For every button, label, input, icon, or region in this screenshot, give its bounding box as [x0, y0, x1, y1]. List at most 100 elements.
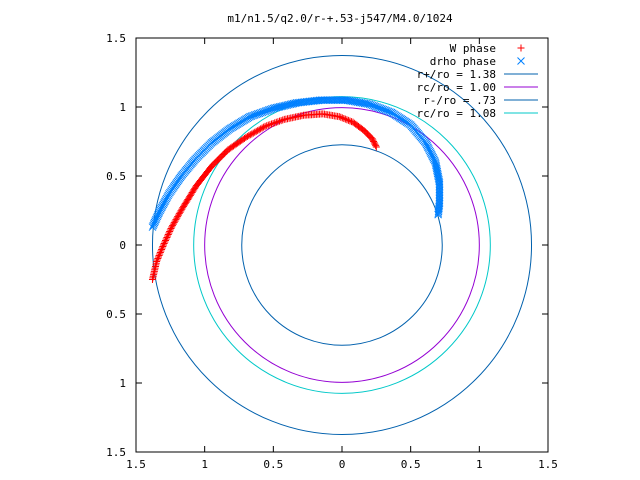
data-point-plus [268, 120, 276, 128]
data-point-plus [344, 116, 352, 124]
data-point-plus [337, 113, 345, 121]
data-point-plus [158, 244, 166, 252]
data-point-plus [343, 116, 351, 124]
x-tick-label: 0 [339, 458, 346, 471]
data-point-plus [162, 235, 170, 243]
data-point-cross [434, 207, 443, 216]
data-point-cross [432, 161, 440, 170]
data-point-plus [255, 126, 263, 134]
data-point-plus [171, 217, 179, 225]
data-point-plus [174, 213, 182, 221]
data-point-plus [246, 131, 254, 139]
data-point-plus [242, 133, 250, 141]
data-point-plus [157, 247, 165, 255]
x-tick-label: 1.5 [538, 458, 558, 471]
data-point-cross [288, 100, 296, 108]
data-point-plus [261, 122, 269, 130]
data-point-plus [169, 222, 177, 230]
data-point-plus [248, 130, 256, 138]
y-tick-label: 1.5 [106, 32, 126, 45]
data-point-plus [264, 121, 272, 129]
x-tick-label: 0.5 [401, 458, 421, 471]
data-point-cross [517, 57, 525, 65]
data-point-cross [434, 209, 443, 217]
y-tick-label: 1.5 [106, 446, 126, 459]
data-point-plus [274, 118, 282, 126]
y-tick-label: 1 [119, 377, 126, 390]
x-tick-label: 1 [476, 458, 483, 471]
data-point-plus [170, 219, 178, 227]
data-point-plus [154, 255, 162, 263]
data-point-cross [286, 100, 295, 109]
data-point-cross [362, 99, 370, 108]
data-point-plus [277, 117, 285, 125]
data-point-plus [153, 256, 161, 264]
data-point-plus [258, 124, 266, 132]
data-point-plus [165, 229, 173, 237]
data-point-plus [156, 249, 164, 257]
marker-series [148, 96, 444, 231]
axis-ticks: 1.5 1 0.5 0 0.5 1 1.51.510.500.511.5 [106, 32, 558, 471]
data-point-plus [177, 207, 185, 215]
data-point-cross [432, 164, 441, 173]
data-point-cross [433, 169, 442, 178]
data-point-plus [167, 225, 175, 233]
data-point-cross [285, 100, 293, 109]
legend-label: rc/ro = 1.08 [417, 107, 496, 120]
data-point-plus [245, 132, 253, 140]
data-point-cross [434, 210, 442, 219]
data-point-plus [164, 231, 172, 239]
data-point-plus [162, 237, 170, 245]
data-point-cross [277, 102, 285, 111]
y-tick-label: 0 [119, 239, 126, 252]
data-point-plus [163, 234, 171, 242]
data-point-plus [164, 232, 172, 240]
data-point-cross [431, 158, 440, 167]
chart-title: m1/n1.5/q2.0/r-+.53-j547/M4.0/1024 [227, 12, 453, 25]
y-tick-label: 0.5 [106, 308, 126, 321]
y-tick-label: 1 [119, 101, 126, 114]
data-point-plus [174, 211, 182, 219]
data-point-plus [159, 241, 167, 249]
y-tick-label: 0.5 [106, 170, 126, 183]
reference-circle [204, 107, 480, 383]
legend-label: W phase [450, 42, 496, 55]
data-point-plus [155, 252, 163, 260]
data-point-plus [156, 250, 164, 258]
x-tick-label: 1.5 [126, 458, 146, 471]
data-point-plus [172, 216, 180, 224]
data-point-plus [372, 143, 380, 151]
marker-series [148, 110, 380, 283]
data-point-plus [161, 238, 169, 246]
data-point-cross [281, 101, 290, 110]
legend-label: r-/ro = .73 [423, 94, 496, 107]
data-point-plus [154, 253, 162, 261]
reference-circle [151, 54, 533, 436]
data-point-plus [166, 226, 174, 234]
reference-circle [193, 96, 491, 394]
data-point-plus [160, 240, 168, 248]
data-point-plus [341, 115, 349, 123]
data-point-cross [269, 104, 278, 113]
data-point-plus [243, 133, 251, 141]
data-point-plus [335, 113, 343, 121]
data-point-plus [173, 214, 181, 222]
data-point-plus [159, 243, 167, 251]
data-point-cross [274, 103, 282, 112]
x-tick-label: 1 [201, 458, 208, 471]
data-point-cross [283, 101, 292, 109]
data-point-plus [249, 129, 257, 137]
data-point-cross [278, 102, 287, 111]
data-point-plus [240, 134, 248, 142]
data-point-plus [257, 125, 265, 133]
reference-circle [241, 144, 443, 346]
legend-label: drho phase [430, 55, 496, 68]
data-point-plus [251, 128, 259, 136]
data-point-plus [271, 119, 279, 127]
data-point-plus [272, 118, 280, 126]
legend-label: r+/ro = 1.38 [417, 68, 496, 81]
data-point-plus [168, 223, 176, 231]
data-point-cross [280, 101, 289, 110]
